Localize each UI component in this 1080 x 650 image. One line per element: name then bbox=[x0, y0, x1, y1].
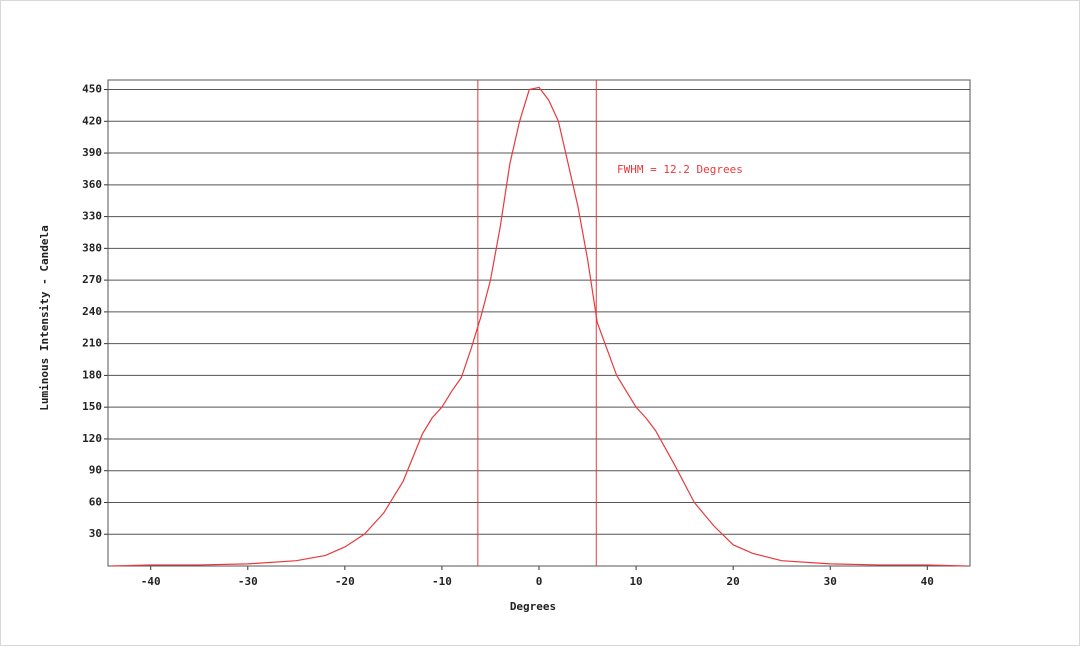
y-tick-label: 270 bbox=[82, 273, 102, 286]
y-tick-label: 450 bbox=[82, 83, 102, 96]
y-axis-label: Luminous Intensity - Candela bbox=[38, 225, 51, 410]
y-tick-label: 380 bbox=[82, 241, 102, 254]
y-tick-label: 390 bbox=[82, 146, 102, 159]
x-tick-label: 30 bbox=[824, 575, 837, 588]
x-tick-label: 10 bbox=[629, 575, 642, 588]
annotation: FWHM = 12.2 Degrees bbox=[617, 163, 743, 176]
x-tick-label: 40 bbox=[921, 575, 934, 588]
x-tick-label: -30 bbox=[238, 575, 258, 588]
y-tick-label: 150 bbox=[82, 400, 102, 413]
y-tick-label: 30 bbox=[89, 527, 102, 540]
y-tick-label: 60 bbox=[89, 495, 102, 508]
x-tick-label: -10 bbox=[432, 575, 452, 588]
y-tick-label: 240 bbox=[82, 305, 102, 318]
y-tick-label: 120 bbox=[82, 432, 102, 445]
y-tick-label: 210 bbox=[82, 337, 102, 350]
plot-border bbox=[107, 79, 971, 567]
y-tick-label: 360 bbox=[82, 178, 102, 191]
x-tick-label: -40 bbox=[141, 575, 161, 588]
x-axis-label: Degrees bbox=[510, 600, 556, 613]
x-tick-label: -20 bbox=[335, 575, 355, 588]
curve bbox=[111, 86, 967, 567]
x-tick-label: 0 bbox=[536, 575, 543, 588]
y-tick-label: 420 bbox=[82, 114, 102, 127]
y-tick-label: 330 bbox=[82, 210, 102, 223]
y-tick-label: 90 bbox=[89, 464, 102, 477]
y-tick-label: 180 bbox=[82, 368, 102, 381]
x-tick-label: 20 bbox=[727, 575, 740, 588]
